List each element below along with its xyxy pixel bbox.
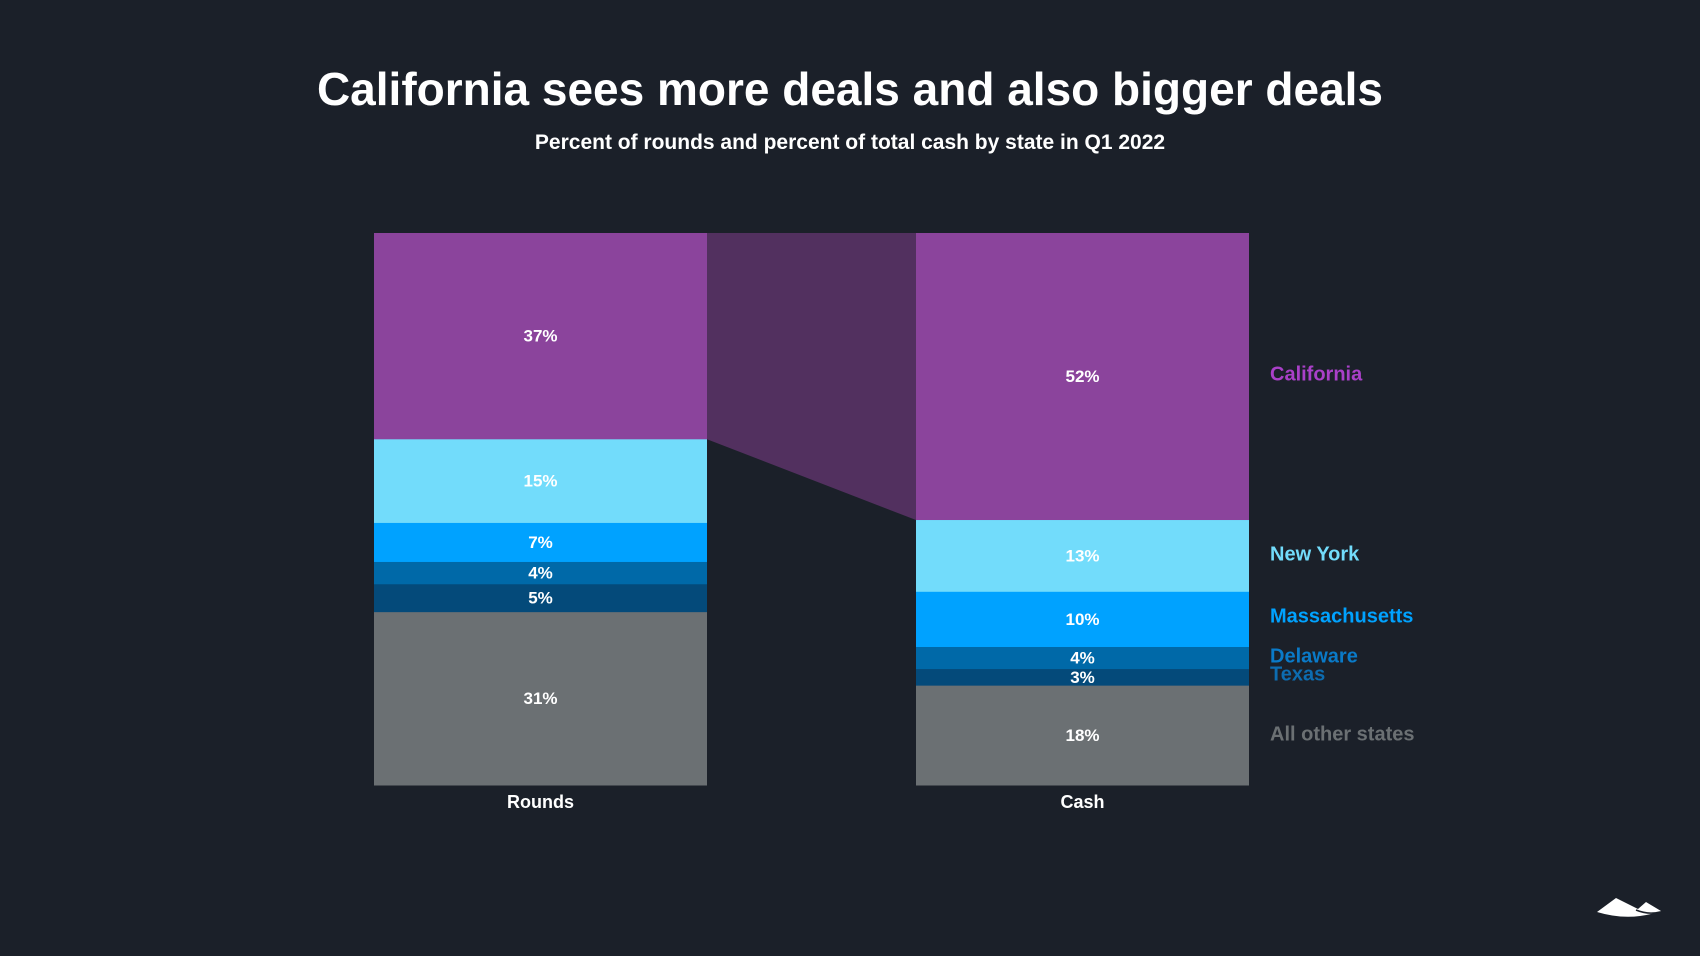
data-label: 15% xyxy=(523,472,557,491)
data-label: 10% xyxy=(1065,610,1099,629)
bar-segment-rounds-california xyxy=(374,233,707,440)
bar-segment-cash-all-other-states xyxy=(916,685,1249,786)
data-label: 52% xyxy=(1065,367,1099,386)
data-label: 4% xyxy=(528,564,553,583)
data-label: 4% xyxy=(1070,649,1095,668)
data-label: 3% xyxy=(1070,668,1095,687)
chart-title: California sees more deals and also bigg… xyxy=(316,63,1384,115)
legend-label: Texas xyxy=(1270,663,1325,685)
data-label: 5% xyxy=(528,589,553,608)
bar-segment-rounds-delaware xyxy=(374,561,707,585)
data-label: 18% xyxy=(1065,726,1099,745)
legend-label: Delaware xyxy=(1270,645,1358,667)
data-label: 31% xyxy=(523,689,557,708)
bar-segment-rounds-massachusetts xyxy=(374,522,707,563)
bar-segment-rounds-new-york xyxy=(374,439,707,524)
data-label: 7% xyxy=(528,533,553,552)
chart-subtitle: Percent of rounds and percent of total c… xyxy=(534,131,1166,154)
bar-segment-cash-delaware xyxy=(916,647,1249,670)
mountain-logo-icon xyxy=(1597,898,1661,917)
legend-label: All other states xyxy=(1270,723,1414,745)
legend-label: Massachusetts xyxy=(1270,605,1413,627)
legend-label: New York xyxy=(1270,543,1360,565)
data-label: 37% xyxy=(523,327,557,346)
mountain-logo-icon-detail xyxy=(1635,909,1661,914)
bar-segment-cash-texas xyxy=(916,669,1249,687)
california-connector-band xyxy=(707,233,916,521)
legend-label: California xyxy=(1270,363,1363,385)
data-label: 13% xyxy=(1065,546,1099,565)
bar-segment-cash-california xyxy=(916,233,1249,521)
bar-segment-rounds-all-other-states xyxy=(374,612,707,786)
bar-segment-rounds-texas xyxy=(374,584,707,613)
x-tick-label: Rounds xyxy=(507,792,574,812)
x-tick-label: Cash xyxy=(1060,792,1104,812)
bar-segment-cash-massachusetts xyxy=(916,591,1249,648)
bar-segment-cash-new-york xyxy=(916,520,1249,593)
